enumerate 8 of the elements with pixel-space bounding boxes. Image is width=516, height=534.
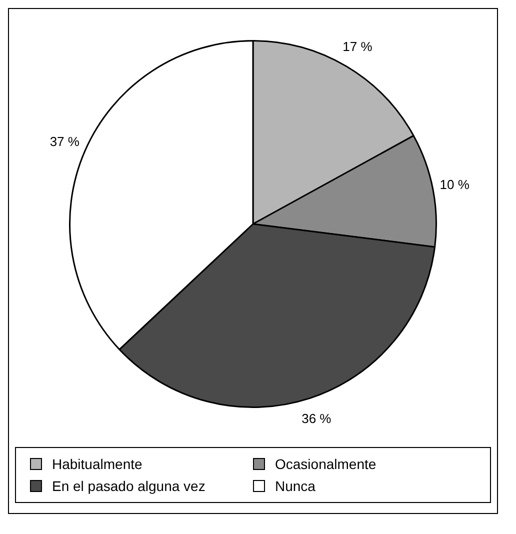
legend-label: En el pasado alguna vez [52,478,206,494]
data-label: 17 % [342,38,373,54]
data-label: 36 % [302,410,332,426]
data-label: 10 % [440,177,470,192]
legend-label: Habitualmente [52,456,142,472]
data-label: 37 % [50,134,80,150]
legend-label: Ocasionalmente [275,456,376,472]
legend-label: Nunca [275,478,316,494]
